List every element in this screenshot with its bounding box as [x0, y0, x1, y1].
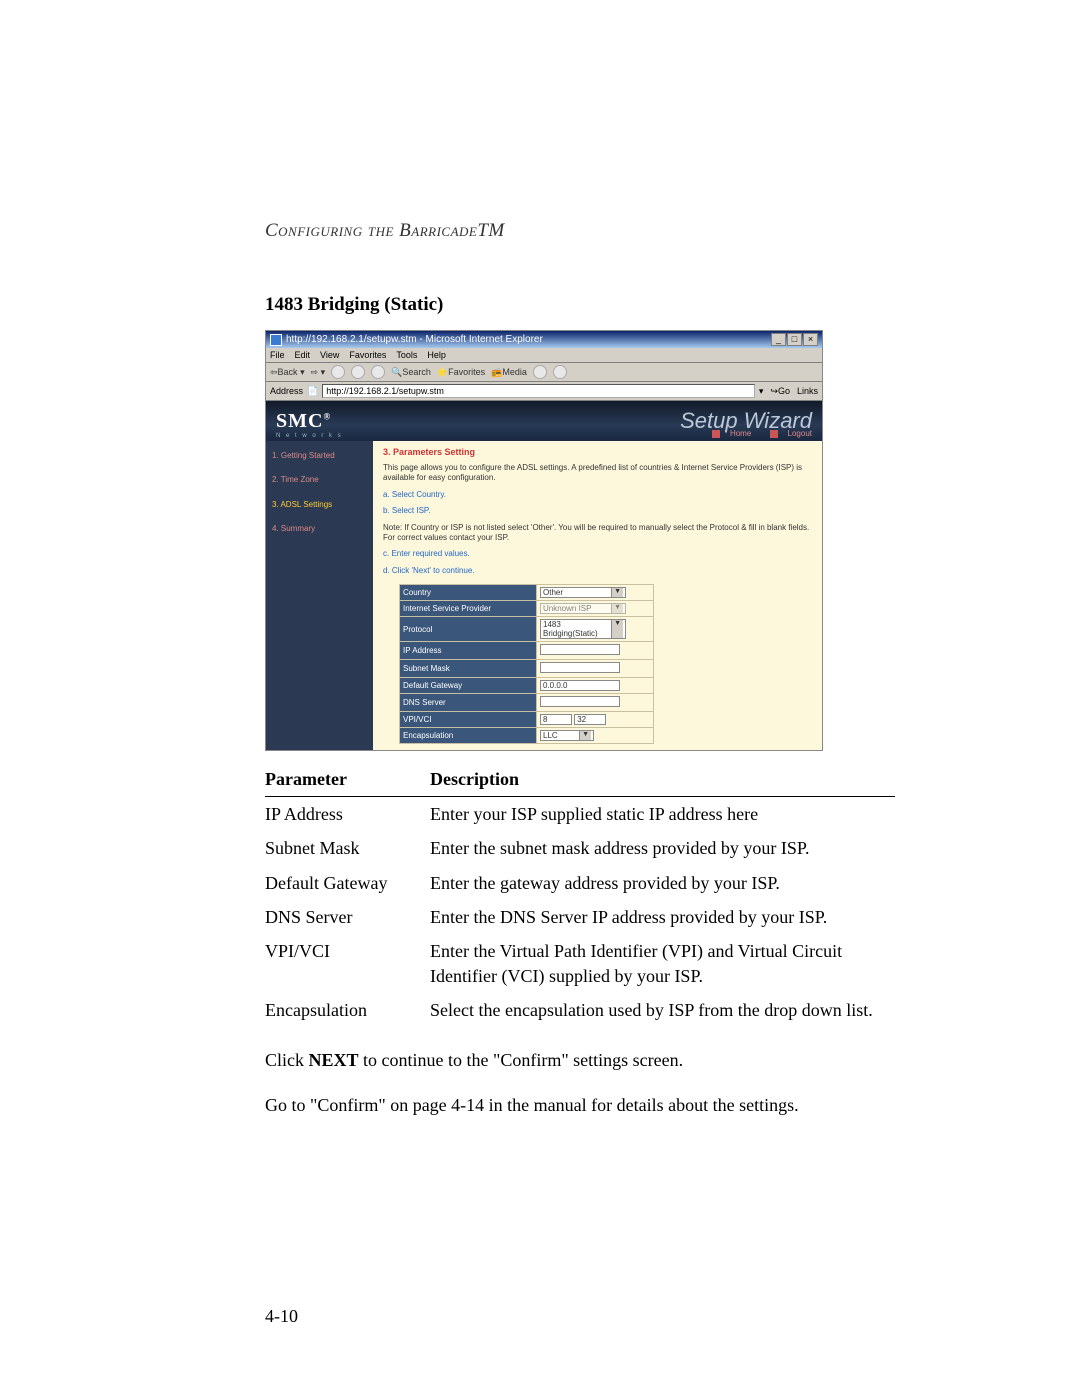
- label-ip-address: IP Address: [400, 642, 537, 660]
- sidebar-item-time-zone[interactable]: 2. Time Zone: [272, 475, 367, 485]
- minimize-button[interactable]: _: [771, 333, 786, 346]
- menu-view[interactable]: View: [320, 350, 339, 360]
- chevron-down-icon: ▼: [579, 731, 591, 740]
- table-row: VPI/VCIEnter the Virtual Path Identifier…: [265, 934, 895, 993]
- router-header: SMC® N e t w o r k s Setup Wizard Home L…: [266, 401, 822, 441]
- label-default-gateway: Default Gateway: [400, 678, 537, 694]
- close-button[interactable]: ×: [803, 333, 818, 346]
- label-dns-server: DNS Server: [400, 694, 537, 712]
- ie-title-text: http://192.168.2.1/setupw.stm - Microsof…: [286, 334, 543, 345]
- sidebar-item-getting-started[interactable]: 1. Getting Started: [272, 451, 367, 461]
- ip-address-input[interactable]: [540, 644, 620, 655]
- sidebar-item-summary[interactable]: 4. Summary: [272, 524, 367, 534]
- home-icon: [712, 430, 720, 438]
- body-text: Click NEXT to continue to the "Confirm" …: [265, 1047, 895, 1119]
- manual-page: Configuring the BarricadeTM 1483 Bridgin…: [0, 0, 1080, 1397]
- wizard-sidebar: 1. Getting Started 2. Time Zone 3. ADSL …: [266, 441, 373, 750]
- dns-server-input[interactable]: [540, 696, 620, 707]
- router-body: 1. Getting Started 2. Time Zone 3. ADSL …: [266, 441, 822, 750]
- chapter-header: Configuring the BarricadeTM: [265, 220, 895, 242]
- menu-favorites[interactable]: Favorites: [349, 350, 386, 360]
- ie-titlebar: http://192.168.2.1/setupw.stm - Microsof…: [266, 331, 822, 348]
- click-next-paragraph: Click NEXT to continue to the "Confirm" …: [265, 1047, 895, 1074]
- isp-select[interactable]: Unknown ISP▼: [540, 603, 626, 614]
- label-encapsulation: Encapsulation: [400, 728, 537, 744]
- parameters-form: Country Other▼ Internet Service Provider…: [399, 584, 654, 744]
- smc-logo-sub: N e t w o r k s: [276, 433, 343, 439]
- address-label: Address: [270, 386, 303, 396]
- label-country: Country: [400, 585, 537, 601]
- chevron-down-icon: ▼: [611, 604, 623, 613]
- back-button[interactable]: ⇦Back ▾: [270, 367, 305, 378]
- sidebar-item-adsl-settings[interactable]: 3. ADSL Settings: [272, 500, 367, 510]
- search-button[interactable]: 🔍Search: [391, 367, 431, 378]
- goto-confirm-paragraph: Go to "Confirm" on page 4-14 in the manu…: [265, 1092, 895, 1119]
- logout-link[interactable]: Logout: [762, 429, 812, 438]
- table-row: EncapsulationSelect the encapsulation us…: [265, 993, 895, 1027]
- label-isp: Internet Service Provider: [400, 601, 537, 617]
- forward-button[interactable]: ⇨ ▾: [311, 367, 326, 378]
- menu-file[interactable]: File: [270, 350, 285, 360]
- step-d: d. Click 'Next' to continue.: [383, 566, 812, 576]
- address-input[interactable]: http://192.168.2.1/setupw.stm: [322, 384, 755, 398]
- ie-addressbar: Address 📄 http://192.168.2.1/setupw.stm …: [266, 382, 822, 401]
- home-link[interactable]: Home: [704, 429, 751, 438]
- menu-edit[interactable]: Edit: [295, 350, 311, 360]
- intro-text: This page allows you to configure the AD…: [383, 463, 812, 484]
- table-row: Default GatewayEnter the gateway address…: [265, 866, 895, 900]
- screenshot-ie-browser: http://192.168.2.1/setupw.stm - Microsof…: [265, 330, 823, 751]
- label-vpi-vci: VPI/VCI: [400, 712, 537, 728]
- table-row: Subnet MaskEnter the subnet mask address…: [265, 831, 895, 865]
- section-title: 1483 Bridging (Static): [265, 294, 895, 316]
- stop-icon[interactable]: [331, 365, 345, 379]
- chevron-down-icon: ▼: [611, 588, 623, 597]
- mail-icon[interactable]: [553, 365, 567, 379]
- ie-menubar: File Edit View Favorites Tools Help: [266, 348, 822, 363]
- table-row: DNS ServerEnter the DNS Server IP addres…: [265, 900, 895, 934]
- ie-toolbar: ⇦Back ▾ ⇨ ▾ 🔍Search ⭐Favorites 📻Media: [266, 363, 822, 382]
- smc-logo: SMC®: [276, 410, 331, 432]
- label-protocol: Protocol: [400, 617, 537, 642]
- links-button[interactable]: Links: [797, 386, 818, 396]
- chevron-down-icon: ▼: [611, 620, 623, 638]
- window-controls: _ □ ×: [771, 333, 818, 346]
- table-row: IP AddressEnter your ISP supplied static…: [265, 797, 895, 832]
- content-title: 3. Parameters Setting: [383, 447, 812, 457]
- encapsulation-select[interactable]: LLC▼: [540, 730, 594, 741]
- protocol-select[interactable]: 1483 Bridging(Static)▼: [540, 619, 626, 639]
- default-gateway-input[interactable]: 0.0.0.0: [540, 680, 620, 691]
- country-select[interactable]: Other▼: [540, 587, 626, 598]
- ie-page-icon: 📄: [307, 386, 318, 397]
- address-dropdown-icon[interactable]: ▾: [759, 386, 764, 397]
- page-number: 4-10: [265, 1306, 298, 1327]
- vpi-input[interactable]: 8: [540, 714, 572, 725]
- step-b: b. Select ISP.: [383, 506, 812, 516]
- menu-help[interactable]: Help: [427, 350, 446, 360]
- note-text: Note: If Country or ISP is not listed se…: [383, 523, 812, 544]
- home-icon[interactable]: [371, 365, 385, 379]
- parameter-description-table: Parameter Description IP AddressEnter yo…: [265, 765, 895, 1027]
- favorites-button[interactable]: ⭐Favorites: [437, 367, 485, 378]
- go-button[interactable]: ↪Go: [767, 386, 793, 397]
- label-subnet-mask: Subnet Mask: [400, 660, 537, 678]
- menu-tools[interactable]: Tools: [396, 350, 417, 360]
- refresh-icon[interactable]: [351, 365, 365, 379]
- history-icon[interactable]: [533, 365, 547, 379]
- header-links: Home Logout: [696, 429, 812, 438]
- step-c: c. Enter required values.: [383, 549, 812, 559]
- col-parameter: Parameter: [265, 765, 430, 797]
- step-a: a. Select Country.: [383, 490, 812, 500]
- vci-input[interactable]: 32: [574, 714, 606, 725]
- media-button[interactable]: 📻Media: [491, 367, 527, 378]
- logout-icon: [770, 430, 778, 438]
- ie-icon: [270, 334, 282, 346]
- maximize-button[interactable]: □: [787, 333, 802, 346]
- wizard-content: 3. Parameters Setting This page allows y…: [373, 441, 822, 750]
- subnet-mask-input[interactable]: [540, 662, 620, 673]
- col-description: Description: [430, 765, 895, 797]
